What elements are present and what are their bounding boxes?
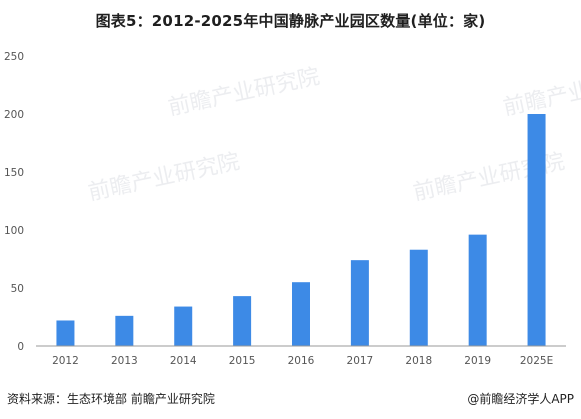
x-tick-label: 2016 bbox=[288, 355, 315, 367]
bar-2013 bbox=[115, 315, 134, 346]
bars bbox=[56, 114, 546, 346]
y-tick-label: 250 bbox=[4, 51, 24, 63]
x-tick-label: 2013 bbox=[111, 355, 138, 367]
x-tick-label: 2015 bbox=[229, 355, 256, 367]
bar-2017 bbox=[350, 260, 369, 346]
brand-text: @前瞻经济学人APP bbox=[467, 392, 574, 406]
watermark-text-1: 前瞻产业研究院 bbox=[166, 64, 322, 120]
x-tick-label: 2018 bbox=[405, 355, 432, 367]
bar-2018 bbox=[409, 249, 428, 346]
bar-2016 bbox=[292, 282, 310, 346]
x-tick-label: 2025E bbox=[520, 355, 553, 367]
y-axis: 0 50 100 150 200 250 bbox=[4, 51, 24, 353]
x-tick-label: 2017 bbox=[347, 355, 374, 367]
x-tick-label: 2014 bbox=[170, 355, 197, 367]
x-tick-label: 2012 bbox=[52, 355, 79, 367]
footer: 资料来源：生态环境部 前瞻产业研究院 @前瞻经济学人APP bbox=[7, 390, 574, 406]
bar-2012 bbox=[56, 320, 75, 346]
watermark-group: 前瞻产业研究院 前瞻产业研究院 前瞻产业研究院 前瞻产业研究院 bbox=[86, 64, 581, 205]
y-tick-label: 200 bbox=[4, 109, 24, 121]
bar-2025E bbox=[527, 114, 546, 346]
y-tick-label: 0 bbox=[17, 341, 24, 353]
x-tick-label: 2019 bbox=[464, 355, 491, 367]
x-axis: 2012 2013 2014 2015 2016 2017 2018 2019 2025E bbox=[36, 345, 566, 367]
y-tick-label: 50 bbox=[11, 283, 24, 295]
bar-2014 bbox=[174, 306, 193, 346]
chart-title: 图表5：2012-2025年中国静脉产业园区数量(单位：家) bbox=[95, 12, 486, 30]
watermark-text-2: 前瞻产业研究院 bbox=[86, 149, 242, 205]
source-text: 资料来源：生态环境部 前瞻产业研究院 bbox=[7, 392, 215, 406]
y-tick-label: 150 bbox=[4, 167, 24, 179]
bar-2015 bbox=[233, 296, 252, 346]
bar-2019 bbox=[468, 234, 487, 346]
watermark-text-4: 前瞻产业研究院 bbox=[501, 64, 581, 120]
y-tick-label: 100 bbox=[4, 225, 24, 237]
